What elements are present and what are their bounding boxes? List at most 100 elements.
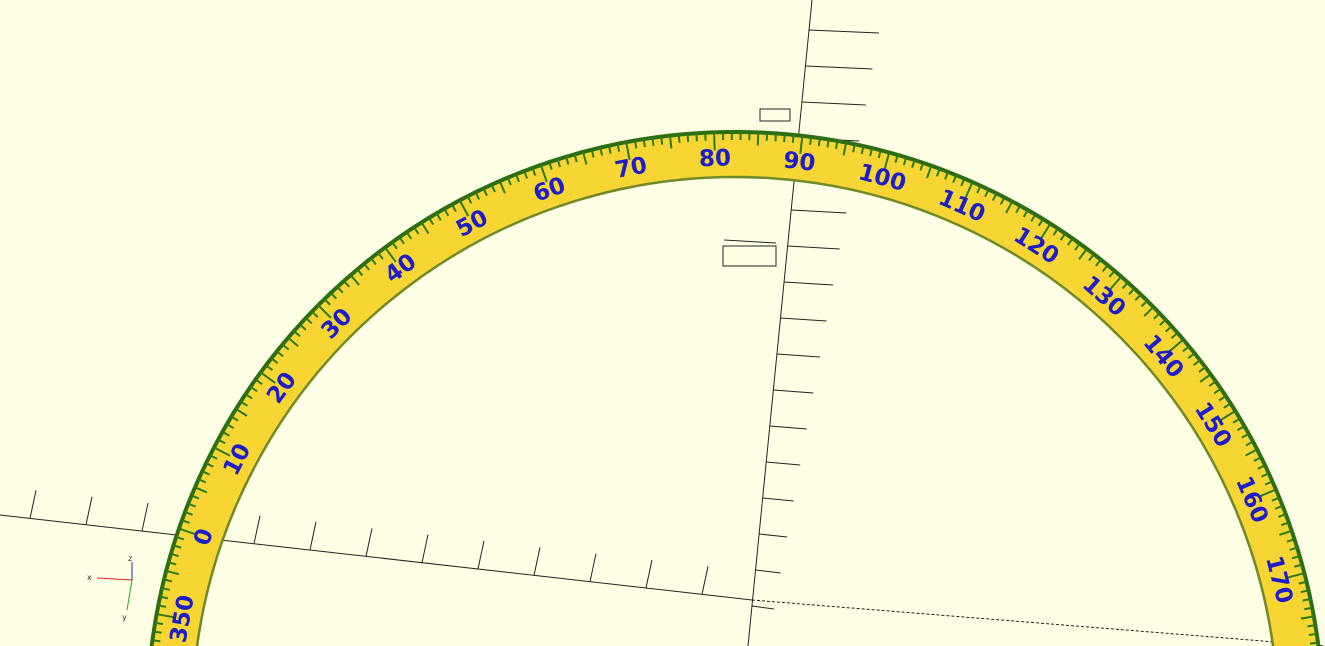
- ring-tick: [1134, 293, 1142, 301]
- ring-tick: [1253, 456, 1262, 462]
- axis-tick: [141, 502, 149, 532]
- ring-tick: [573, 154, 578, 163]
- ring-tick: [205, 462, 214, 468]
- ring-tick: [363, 263, 370, 271]
- ring-tick: [377, 252, 384, 260]
- ring-tick: [458, 199, 470, 217]
- ring-tick: [1304, 606, 1313, 611]
- y-axis: [747, 0, 813, 646]
- axis-tick: [769, 425, 807, 430]
- axis-tick: [421, 534, 429, 563]
- ring-tick: [201, 470, 210, 476]
- x-axis-negative: [751, 599, 1325, 646]
- ring-tick: [349, 274, 360, 286]
- ring-tick: [1241, 433, 1250, 439]
- ring-tick: [181, 519, 190, 524]
- ring-tick: [420, 221, 430, 235]
- ring-tick: [323, 298, 331, 306]
- ring-tick: [926, 165, 933, 179]
- ring-tick: [1218, 395, 1227, 402]
- ring-tick: [1274, 504, 1283, 510]
- ring-tick: [1059, 232, 1067, 241]
- ring-tick: [1067, 237, 1074, 246]
- axis-tick: [791, 209, 847, 214]
- ring-tick: [565, 156, 570, 165]
- ring-tick: [633, 140, 638, 149]
- ring-tick: [582, 151, 588, 165]
- axis-tick: [645, 559, 653, 589]
- ring-tick: [165, 569, 180, 576]
- ring-tick: [330, 292, 338, 300]
- ring-tick: [1289, 546, 1298, 551]
- ring-tick: [163, 578, 173, 583]
- ring-tick: [428, 217, 435, 226]
- ring-tick: [616, 143, 621, 152]
- axis-tick: [801, 101, 866, 106]
- ring-tick: [276, 350, 284, 358]
- ring-tick: [1286, 572, 1305, 579]
- ring-tick: [1078, 248, 1088, 260]
- ring-tick: [1128, 287, 1136, 296]
- ring-tick: [154, 621, 164, 626]
- ring-tick: [960, 178, 966, 187]
- ring-tick: [213, 446, 231, 457]
- ring-tick: [883, 152, 891, 171]
- x-axis: [0, 514, 753, 601]
- ring-tick: [1168, 338, 1184, 352]
- ring-tick: [1052, 228, 1059, 236]
- ring-tick: [254, 378, 263, 386]
- ring-tick: [1005, 200, 1014, 214]
- ring-tick: [531, 167, 537, 176]
- ring-tick: [175, 536, 185, 541]
- ring-tick: [826, 139, 830, 148]
- ring-tick: [1258, 488, 1277, 498]
- ring-tick: [152, 639, 161, 643]
- ring-tick: [1223, 402, 1232, 409]
- ring-tick: [194, 486, 208, 494]
- ring-tick: [343, 280, 350, 288]
- ring-tick: [984, 189, 990, 198]
- ring-tick: [482, 188, 488, 197]
- ring-tick: [178, 527, 197, 536]
- axis-tick: [762, 497, 794, 502]
- ring-tick: [405, 231, 413, 240]
- ring-tick: [270, 357, 279, 364]
- ring-tick: [153, 630, 162, 634]
- ring-tick: [791, 134, 795, 143]
- ring-tick: [1279, 529, 1293, 536]
- ring-tick: [607, 145, 612, 154]
- axis-tick: [533, 547, 541, 576]
- ring-tick: [1280, 521, 1290, 527]
- ring-tick: [413, 226, 420, 235]
- ring-tick: [370, 257, 377, 266]
- ring-tick: [756, 132, 760, 146]
- axis-tick: [805, 65, 873, 70]
- ring-tick: [1302, 598, 1311, 602]
- ring-tick: [1088, 253, 1095, 262]
- ring-tick: [651, 137, 655, 146]
- ring-tick: [1101, 264, 1109, 273]
- ring-tick: [935, 168, 941, 177]
- ring-tick: [240, 400, 248, 407]
- ring-tick: [1232, 417, 1241, 424]
- axis-tick: [589, 553, 597, 582]
- indicator-x: [96, 577, 133, 581]
- ring-tick: [1271, 496, 1280, 502]
- ring-tick: [1022, 209, 1029, 218]
- ring-tick: [1170, 332, 1179, 339]
- ring-tick: [287, 336, 299, 347]
- ring-tick: [1108, 270, 1116, 278]
- ring-tick: [1039, 223, 1052, 240]
- ring-tick: [281, 343, 290, 351]
- ring-tick: [911, 159, 916, 169]
- axis-tick: [701, 566, 709, 595]
- ring-tick: [391, 241, 398, 250]
- ring-tick: [783, 134, 786, 143]
- ring-tick: [842, 142, 848, 156]
- ring-tick: [590, 149, 595, 158]
- ring-tick: [184, 510, 193, 516]
- ring-tick: [209, 454, 218, 460]
- ring-tick: [1308, 632, 1317, 637]
- ring-tick: [168, 561, 177, 566]
